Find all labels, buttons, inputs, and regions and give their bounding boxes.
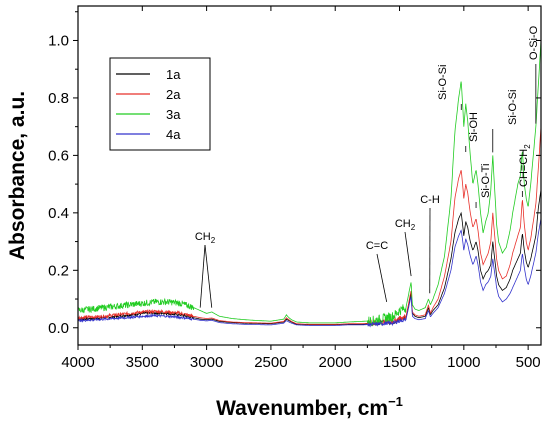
annotation: CH2: [195, 231, 216, 308]
annotation: Si-O-Si: [437, 65, 462, 110]
x-axis-title: Wavenumber, cm−1: [216, 394, 403, 420]
x-tick-label: 1500: [383, 354, 416, 371]
annotation: CH2: [395, 218, 416, 277]
annotation-text: C-H: [420, 194, 440, 206]
annotation-layer: CH2 C=CCH2C-HSi-O-SiSi-OHSi-O-TiSi-O-SiCH…: [195, 25, 540, 308]
tick-layer: 4000 3500 3000 2500 2000 1500 1000 500 0.0 0.2 0.4…: [48, 6, 541, 371]
annotation-label: O-Si-O: [528, 25, 540, 60]
y-tick-label: 1.0: [48, 32, 69, 49]
legend-label-2a: 2a: [166, 87, 181, 102]
x-tick-label: 500: [516, 354, 541, 371]
annotation: O-Si-O: [528, 25, 540, 124]
annotation-label: CH2: [395, 218, 416, 232]
legend: 1a 2a 3a 4a: [109, 57, 211, 151]
annotation-arrow: [204, 244, 213, 308]
y-tick-label: 0.8: [48, 90, 69, 107]
y-axis-title: Absorbance, a.u.: [6, 91, 29, 260]
legend-box: [109, 57, 211, 151]
annotation-text: Si-OH: [468, 112, 480, 142]
annotation-subscript: 2: [411, 223, 416, 232]
legend-label-4a: 4a: [166, 127, 181, 142]
annotation-label: C=C: [366, 240, 388, 252]
annotation-text: C=C: [366, 240, 388, 252]
annotation-text: O-Si-O: [528, 25, 540, 60]
series-line-3a: [78, 40, 541, 326]
annotation-arrow: [376, 253, 388, 302]
annotation: Si-O-Si: [492, 90, 519, 153]
series-layer: [78, 40, 541, 328]
x-tick-label: 1000: [447, 354, 480, 371]
annotation-arrow: [404, 231, 412, 277]
annotation-text: CH=CH: [518, 149, 530, 187]
x-tick-label: 3000: [190, 354, 223, 371]
annotation: C-H: [420, 194, 440, 294]
annotation: Si-OH: [465, 112, 480, 152]
x-tick-label: 3500: [126, 354, 159, 371]
annotation-label: CH2: [195, 231, 216, 245]
annotation-subscript: 2: [523, 144, 532, 149]
y-tick-label: 0.4: [48, 205, 69, 222]
annotation-label: Si-OH: [468, 112, 480, 142]
series-line-1a: [78, 189, 541, 327]
legend-label-1a: 1a: [166, 67, 181, 82]
plot-frame: [77, 5, 542, 346]
annotation-label: CH=CH2: [518, 144, 532, 187]
annotation-text: CH: [195, 231, 211, 243]
annotation: C=C: [366, 240, 388, 302]
annotation-subscript: 2: [211, 236, 216, 245]
y-tick-label: 0.0: [48, 320, 69, 337]
y-tick-label: 0.6: [48, 147, 69, 164]
annotation: Si-O-Ti: [475, 164, 492, 208]
annotation-label: Si-O-Si: [507, 90, 519, 125]
annotation-text: CH: [395, 218, 411, 230]
annotation-arrow: [199, 244, 206, 308]
x-tick-label: 2000: [319, 354, 352, 371]
y-tick-label: 0.2: [48, 262, 69, 279]
x-axis-title-main: Wavenumber, cm: [216, 397, 388, 420]
annotation-label: C-H: [420, 194, 440, 206]
x-tick-label: 4000: [61, 354, 94, 371]
series-line-2a: [78, 126, 541, 327]
series-line-4a: [78, 218, 541, 328]
annotation-text: Si-O-Si: [507, 90, 519, 125]
annotation-label: Si-O-Ti: [480, 164, 492, 198]
legend-label-3a: 3a: [166, 107, 181, 122]
annotation-label: Si-O-Si: [437, 65, 449, 100]
annotation-text: Si-O-Ti: [480, 164, 492, 198]
annotation-text: Si-O-Si: [437, 65, 449, 100]
x-axis-title-sup: −1: [388, 394, 403, 409]
annotation: CH=CH2: [518, 144, 532, 197]
x-tick-label: 2500: [254, 354, 287, 371]
